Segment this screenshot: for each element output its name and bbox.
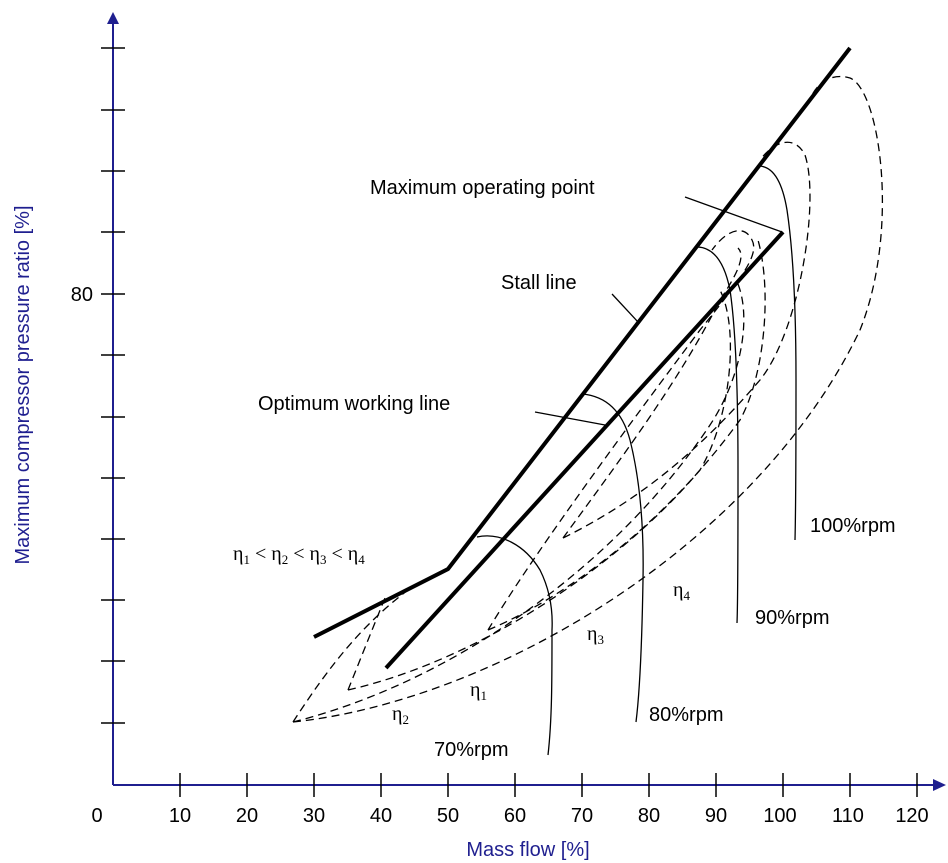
x-tick-label: 90 (705, 805, 727, 827)
stall-line (313, 46, 852, 639)
x-axis-title: Mass flow [%] (466, 839, 589, 861)
rpm-80-label: 80%rpm (649, 704, 723, 726)
y-ticks (101, 47, 125, 724)
y-axis-title: Maximum compressor pressure ratio [%] (12, 206, 34, 565)
optimum-working-line-label: Optimum working line (258, 393, 450, 415)
speed-lines (476, 165, 797, 756)
x-tick-label: 80 (638, 805, 660, 827)
stall-line-pointer (611, 293, 639, 323)
rpm-70-label: 70%rpm (434, 739, 508, 761)
x-tick-label: 50 (437, 805, 459, 827)
speed-line-100 (756, 165, 797, 541)
speed-line-90 (697, 246, 739, 624)
x-tick-label: 10 (169, 805, 191, 827)
efficiency-contour-eta3 (487, 230, 766, 631)
x-ticks (179, 773, 918, 797)
rpm-100-label: 100%rpm (810, 515, 896, 537)
eta2-label: η2 (392, 703, 409, 727)
x-tick-label: 120 (895, 805, 928, 827)
x-tick-label: 110 (832, 805, 864, 827)
eta4-label: η4 (673, 579, 690, 603)
x-tick-label: 100 (763, 805, 796, 827)
rpm-90-label: 90%rpm (755, 607, 829, 629)
x-tick-label: 0 (91, 805, 102, 827)
optimum-working-line (384, 230, 785, 670)
speed-line-70 (476, 535, 553, 756)
efficiency-contours (292, 75, 884, 723)
x-tick-label: 20 (236, 805, 258, 827)
efficiency-contour-eta4 (562, 141, 811, 539)
x-axis-arrow-icon (933, 779, 946, 791)
optimum-working-line-pointer (534, 411, 606, 426)
x-tick-label: 30 (303, 805, 325, 827)
stall-line-label: Stall line (501, 272, 577, 294)
axes (107, 12, 946, 791)
efficiency-contour-eta2 (347, 289, 732, 691)
x-tick-label: 60 (504, 805, 526, 827)
eta1-label: η1 (470, 679, 487, 703)
eta3-label: η3 (587, 623, 604, 647)
efficiency-relation: η1 < η2 < η3 < η4 (233, 543, 365, 567)
x-tick-label: 70 (571, 805, 593, 827)
max-operating-point-label: Maximum operating point (370, 177, 595, 199)
max-operating-point-pointer (684, 196, 783, 233)
x-tick-label: 40 (370, 805, 392, 827)
y-tick-label: 80 (71, 284, 93, 306)
x-tick-labels: 0 10 20 30 40 50 60 70 80 90 100 110 120 (91, 805, 928, 827)
efficiency-contour-eta1 (292, 283, 745, 723)
y-axis-arrow-icon (107, 12, 119, 24)
efficiency-contour-outer (292, 75, 884, 723)
